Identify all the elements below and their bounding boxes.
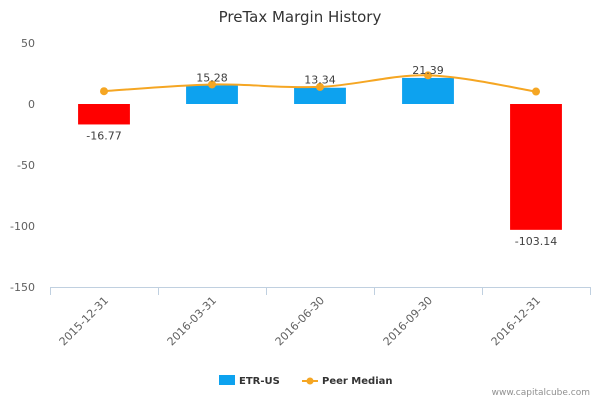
bar-series-etr-us [78, 77, 562, 230]
bar[interactable] [402, 77, 454, 104]
chart-title: PreTax Margin History [219, 8, 382, 26]
y-tick-label: 50 [21, 37, 35, 50]
legend-swatch-etr-us [219, 375, 235, 385]
peer-median-point[interactable] [208, 80, 216, 89]
bar[interactable] [186, 85, 238, 104]
bar-data-labels: -16.77 15.28 13.34 21.39 -103.14 [86, 64, 557, 248]
peer-median-point[interactable] [532, 87, 540, 96]
peer-median-point[interactable] [100, 87, 108, 96]
bar-data-label: -16.77 [86, 129, 121, 142]
x-axis: 2015-12-31 2016-03-31 2016-06-30 2016-09-30… [50, 287, 591, 348]
legend-label-etr-us[interactable]: ETR-US [239, 376, 280, 387]
peer-median-point[interactable] [424, 71, 432, 80]
bar-data-label: 21.39 [412, 64, 444, 77]
x-tick-label: 2015-12-31 [57, 294, 111, 348]
bar-data-label: 15.28 [196, 71, 228, 84]
x-tick-label: 2016-09-30 [381, 294, 435, 348]
x-tick-label: 2016-03-31 [165, 294, 219, 348]
line-series-peer-median [100, 71, 540, 96]
y-tick-label: -150 [10, 281, 35, 294]
y-axis: 50 0 -50 -100 -150 [10, 37, 35, 294]
x-tick-label: 2016-12-31 [489, 294, 543, 348]
x-tick-label: 2016-06-30 [273, 294, 327, 348]
legend-swatch-peer-median-marker [306, 377, 314, 385]
peer-median-point[interactable] [316, 82, 324, 91]
bar[interactable] [294, 87, 346, 104]
bar-data-label: 13.34 [304, 74, 336, 87]
y-tick-label: 0 [28, 98, 35, 111]
y-tick-label: -50 [17, 159, 35, 172]
bar[interactable] [78, 104, 130, 125]
legend-label-peer-median[interactable]: Peer Median [322, 376, 393, 387]
y-tick-label: -100 [10, 220, 35, 233]
bar[interactable] [510, 104, 562, 230]
legend: ETR-US Peer Median [219, 375, 393, 387]
bar-data-label: -103.14 [515, 235, 557, 248]
credit-text[interactable]: www.capitalcube.com [492, 388, 590, 398]
